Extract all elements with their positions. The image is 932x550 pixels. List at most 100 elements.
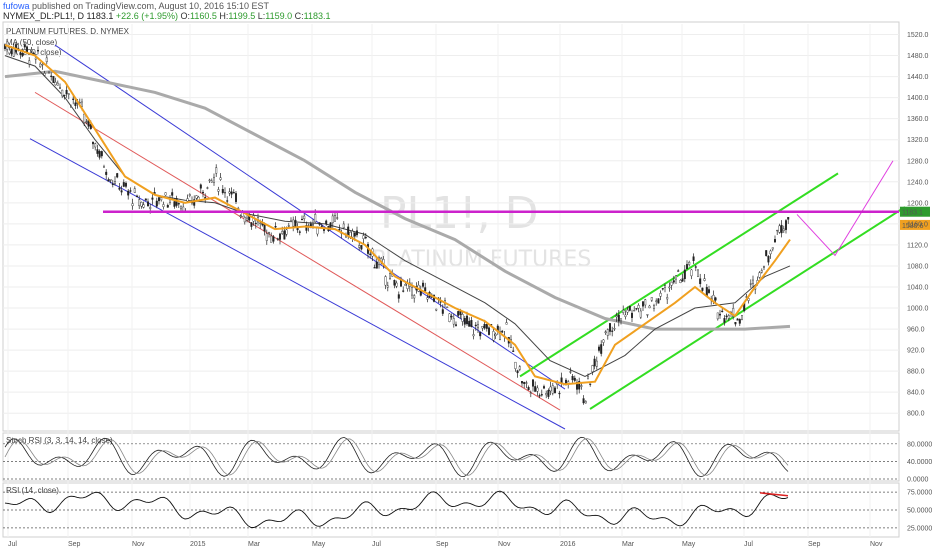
candle-body [32, 52, 35, 55]
candle-body [250, 222, 253, 227]
candle-body [268, 232, 271, 234]
publisher-name[interactable]: fufowa [3, 1, 30, 11]
candle-body [290, 220, 293, 222]
candle-body [771, 247, 774, 250]
price-tick: 800.0 [907, 411, 925, 418]
candle-body [694, 266, 697, 268]
candle-body [312, 224, 315, 226]
watermark-name: PLATINUM FUTURES [372, 247, 591, 272]
candle-body [43, 73, 46, 76]
candle-body [679, 280, 682, 284]
candle-body [470, 320, 473, 328]
open-value: 1160.5 [190, 11, 217, 21]
candle-body [479, 332, 482, 337]
price-tick: 840.0 [907, 390, 925, 397]
candle-body [215, 167, 218, 174]
candle-body [347, 226, 350, 236]
candle-body [692, 256, 695, 261]
candle-body [716, 312, 719, 320]
candle-body [426, 297, 429, 300]
price-tick: 1120.0 [907, 242, 928, 249]
stoch-tick: 80.0000 [907, 441, 932, 448]
price-axis: 1520.0 1480.0 1440.0 1400.0 1360.0 1320.0 1280… [907, 32, 929, 418]
stoch-legend: Stoch RSI (3, 3, 14, 14, close) [6, 436, 113, 445]
candle-body [752, 279, 755, 284]
candle-body [39, 63, 42, 67]
candle-body [659, 292, 662, 297]
stoch-d-line [4, 438, 789, 476]
candle-body [644, 299, 647, 306]
stoch-panel [2, 432, 900, 482]
candle-body [763, 266, 766, 268]
candle-body [545, 393, 548, 396]
candle-body [85, 121, 88, 123]
candle-body [375, 261, 378, 269]
candle-body [534, 386, 537, 392]
candle-body [593, 358, 596, 367]
ma-price-tag-label: 1580.6 [902, 223, 924, 230]
candle-body [609, 323, 612, 332]
candle-body [732, 308, 735, 317]
candle-body [144, 198, 147, 201]
candle-body [206, 187, 209, 189]
candle-body [600, 344, 603, 354]
candle-body [272, 236, 275, 242]
candle-body [329, 222, 332, 228]
candle-body [243, 217, 246, 223]
candle-body [234, 193, 237, 202]
price-tick: 1000.0 [907, 306, 929, 313]
candle-body [131, 203, 134, 207]
candle-body [107, 179, 110, 182]
projection-arrow [796, 160, 894, 257]
candle-body [648, 305, 651, 309]
candle-body [697, 269, 700, 277]
candle-body [461, 314, 464, 322]
candle-body [54, 81, 57, 86]
candle-body [532, 379, 535, 387]
time-tick: Sep [808, 541, 821, 548]
candle-body [113, 181, 116, 184]
price-tick: 1080.0 [907, 263, 929, 270]
candle-body [221, 189, 224, 194]
candle-body [569, 371, 572, 373]
up-channel-lower [589, 206, 906, 410]
candle-body [318, 222, 321, 225]
candle-body [543, 386, 546, 389]
candle-body [452, 318, 455, 325]
candle-body [554, 387, 557, 394]
candle-body [162, 204, 165, 207]
candle-body [677, 270, 680, 272]
candle-body [527, 387, 530, 391]
candle-body [481, 326, 484, 329]
candle-body [301, 218, 304, 221]
candle-body [767, 256, 770, 263]
candle-body [602, 339, 605, 343]
candle-body [686, 264, 689, 270]
rsi-legend: RSI (14, close) [6, 486, 59, 495]
price-tick: 1040.0 [907, 284, 929, 291]
candle-body [395, 282, 398, 287]
price-tick: 1440.0 [907, 74, 929, 81]
candle-body [538, 395, 541, 397]
last-price-tag-label: 1183.1 [902, 210, 923, 217]
candle-body [63, 94, 66, 96]
candle-body [422, 282, 425, 287]
candle-body [105, 171, 108, 175]
price-tick: 1280.0 [907, 158, 929, 165]
price-tick: 1160.0 [907, 221, 928, 228]
candle-body [765, 250, 768, 257]
watermark-symbol: PL1!, D [380, 188, 539, 239]
up-channel-upper [519, 172, 839, 378]
high-value: 1199.5 [228, 11, 256, 21]
candle-body [494, 333, 497, 336]
low-value: 1159.0 [265, 11, 293, 21]
candle-body [245, 217, 248, 221]
price-tick: 920.0 [907, 348, 925, 355]
candle-body [199, 184, 202, 189]
candle-body [459, 311, 462, 315]
candle-body [760, 270, 763, 273]
candle-body [10, 48, 13, 55]
candle-body [83, 113, 86, 123]
candle-body [683, 269, 686, 280]
